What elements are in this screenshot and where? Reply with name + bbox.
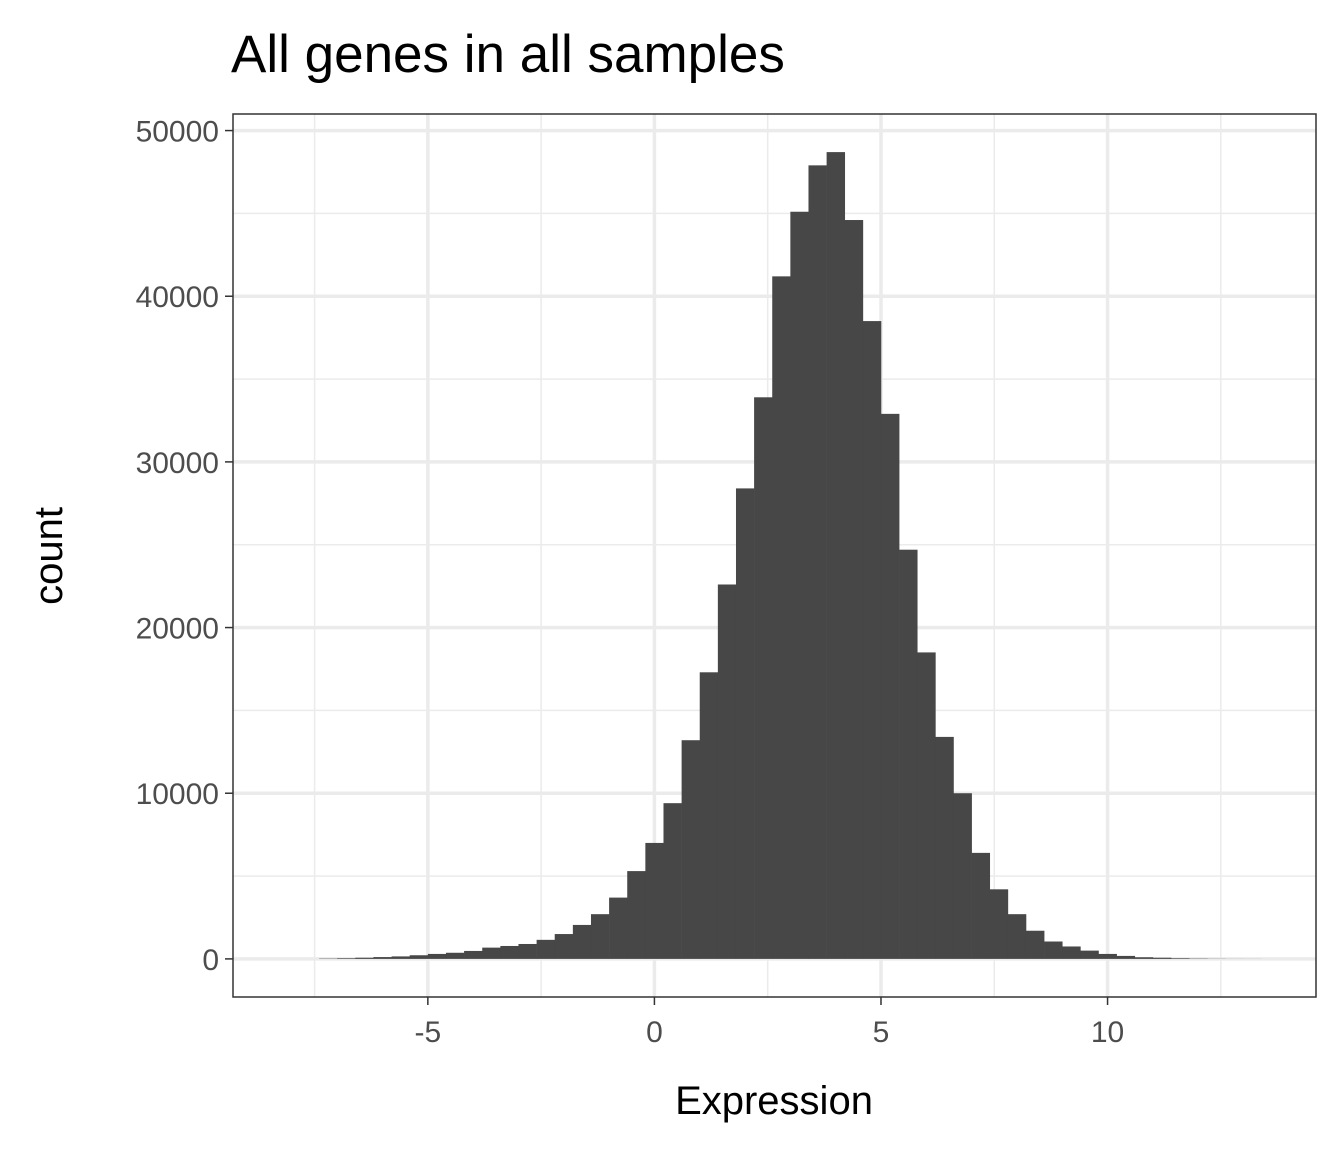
histogram-bar: [518, 943, 537, 959]
histogram-bar: [464, 950, 483, 959]
x-tick-label: -5: [415, 1016, 442, 1049]
y-axis: 0 10000 20000 30000 40000 50000: [136, 116, 233, 977]
y-tick-label: 0: [202, 944, 219, 977]
histogram-bar: [572, 924, 592, 959]
histogram-bar: [445, 952, 465, 959]
y-tick-label: 10000: [136, 778, 219, 811]
x-axis-label: Expression: [675, 1079, 873, 1123]
histogram-bar: [699, 672, 719, 959]
histogram-bar: [862, 321, 882, 959]
chart-title: All genes in all samples: [231, 25, 785, 84]
histogram-bar: [482, 947, 501, 959]
histogram-bar: [826, 152, 846, 959]
y-tick-label: 50000: [136, 116, 219, 149]
histogram-bar: [754, 397, 773, 959]
histogram-bar: [717, 584, 737, 959]
histogram-bar: [735, 488, 755, 959]
histogram-bar: [609, 897, 628, 959]
histogram-bar: [1025, 930, 1045, 959]
x-tick-label: 10: [1091, 1016, 1124, 1049]
histogram-bar: [917, 652, 936, 959]
histogram-bar: [409, 955, 429, 959]
histogram-bar: [554, 934, 574, 959]
histogram-bar: [808, 165, 827, 959]
x-tick-label: 5: [873, 1016, 890, 1049]
histogram-bar: [627, 871, 646, 959]
histogram-bar: [391, 956, 411, 959]
histogram-bar: [337, 958, 356, 959]
histogram-bar: [681, 740, 701, 959]
bars: [319, 152, 1262, 959]
histogram-bar: [1134, 957, 1154, 959]
histogram-bar: [953, 793, 972, 959]
histogram-bar: [1062, 946, 1081, 959]
x-axis: -5 0 5 10: [415, 997, 1124, 1049]
histogram-bar: [373, 957, 392, 959]
y-tick-label: 40000: [136, 281, 219, 314]
histogram-bar: [989, 889, 1009, 959]
histogram-bar: [1044, 941, 1063, 959]
histogram-bar: [536, 939, 556, 959]
histogram-bar: [645, 842, 664, 959]
x-tick-label: 0: [646, 1016, 663, 1049]
histogram-bar: [772, 276, 791, 959]
histogram-bar: [1098, 953, 1117, 959]
histogram-bar: [1116, 955, 1136, 959]
histogram-bar: [1152, 957, 1172, 959]
histogram-bar: [663, 803, 682, 959]
histogram-bar: [1080, 950, 1099, 959]
y-axis-label: count: [27, 507, 71, 605]
y-tick-label: 30000: [136, 447, 219, 480]
histogram-bar: [880, 413, 900, 959]
histogram-bar: [590, 914, 610, 959]
panel-border: [232, 113, 1317, 998]
histogram-bar: [427, 953, 447, 959]
y-tick-label: 20000: [136, 613, 219, 646]
histogram-bar: [899, 549, 918, 959]
histogram-bar: [355, 957, 374, 959]
histogram-bar: [500, 945, 519, 959]
histogram-bar: [1170, 958, 1190, 959]
histogram-bar: [844, 220, 864, 959]
histogram-bar: [790, 211, 809, 959]
histogram-bar: [1007, 914, 1027, 959]
histogram-bar: [935, 736, 954, 959]
histogram-bar: [971, 852, 991, 959]
